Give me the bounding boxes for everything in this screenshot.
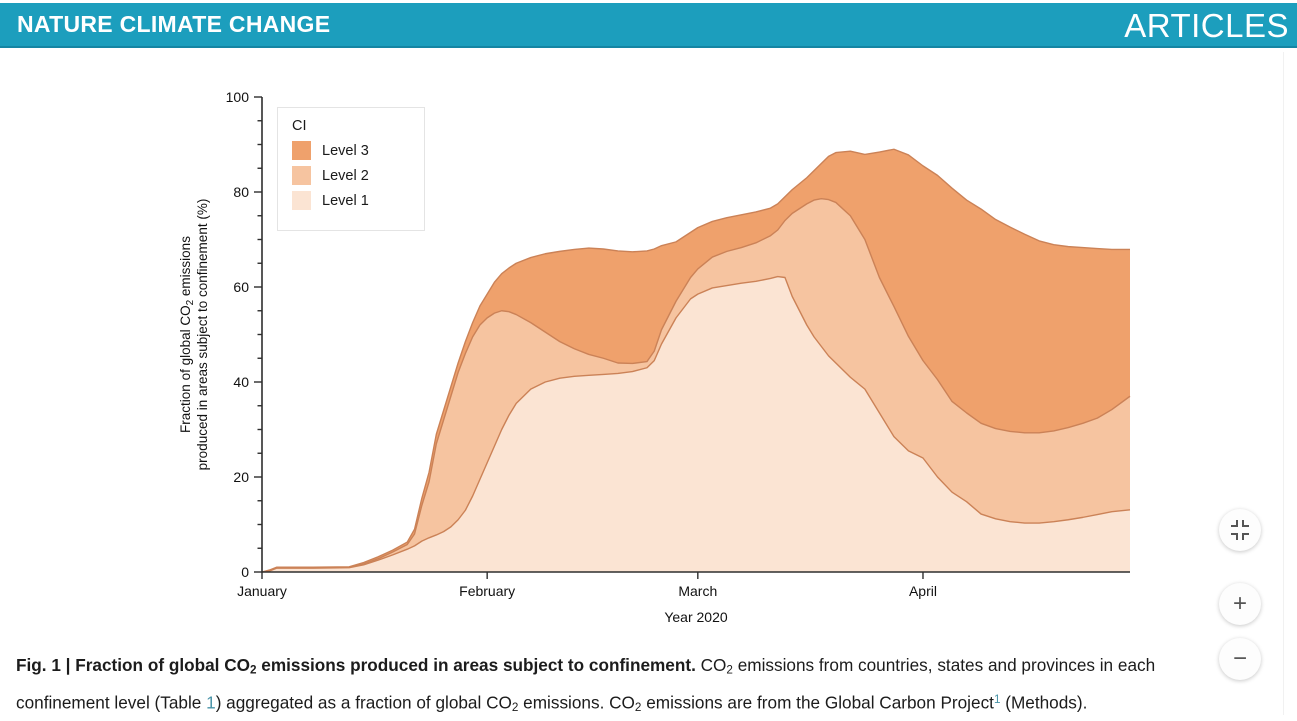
page-edge-divider: [1283, 52, 1284, 715]
minus-icon: −: [1232, 645, 1247, 672]
boundary-area-level-2: [261, 197, 1131, 573]
x-tick-label: January: [237, 583, 287, 599]
x-tick-label: February: [459, 583, 515, 599]
legend-label: Level 2: [322, 167, 369, 184]
zoom-out-button[interactable]: −: [1219, 638, 1261, 680]
boundary-area-level-1: [261, 275, 1131, 573]
legend-swatch: [292, 141, 311, 160]
legend-swatch: [292, 191, 311, 210]
legend-label: Level 3: [322, 142, 369, 159]
caption-text: 2: [726, 663, 733, 677]
y-tick-label: 100: [226, 89, 250, 105]
compress-icon: [1231, 520, 1249, 540]
caption-text: emissions produced in areas subject to c…: [256, 655, 696, 675]
caption-reference-link[interactable]: 1: [993, 692, 1001, 706]
legend-item-level-2: Level 2: [292, 166, 424, 185]
area-level-1: [262, 276, 1130, 572]
fit-to-screen-button[interactable]: [1219, 509, 1261, 551]
zoom-in-button[interactable]: +: [1219, 583, 1261, 625]
y-tick-label: 40: [233, 374, 249, 390]
legend-item-level-1: Level 1: [292, 191, 424, 210]
legend-title: CI: [292, 118, 307, 134]
plus-icon: +: [1232, 590, 1247, 617]
legend-item-level-3: Level 3: [292, 141, 424, 160]
boundary-area-level-3: [261, 148, 1130, 573]
y-tick-label: 80: [233, 184, 249, 200]
caption-text: confinement level (Table: [16, 691, 207, 712]
y-axis-title: Fraction of global CO2 emissions produced…: [178, 199, 210, 471]
x-axis-title: Year 2020: [664, 609, 728, 625]
y-tick-label: 60: [233, 279, 249, 295]
caption-text: 2: [249, 663, 257, 677]
y-tick-label: 20: [233, 469, 249, 485]
caption-text: emissions are from the Global Carbon Pro…: [641, 691, 994, 712]
y-tick-label: 0: [241, 564, 249, 580]
x-tick-label: March: [678, 583, 717, 599]
legend-items: Level 3 Level 2 Level 1: [292, 141, 424, 210]
caption-text: 2: [511, 700, 519, 714]
journal-title: NATURE CLIMATE CHANGE: [17, 11, 331, 37]
area-level-2: [262, 198, 1130, 572]
chart-legend: CI Level 3 Level 2 Level 1: [277, 107, 425, 231]
caption-text: 2: [634, 700, 642, 714]
caption-text: emissions. CO: [518, 691, 635, 712]
caption-reference-link[interactable]: 1: [206, 691, 216, 712]
legend-swatch: [292, 166, 311, 185]
journal-banner: NATURE CLIMATE CHANGE ARTICLES: [0, 3, 1297, 48]
legend-label: Level 1: [322, 192, 369, 209]
figure-caption: Fig. 1 | Fraction of global CO2 emission…: [16, 651, 1206, 721]
caption-text: Fig. 1 | Fraction of global CO: [16, 655, 250, 675]
caption-text: emissions from countries, states and pro…: [732, 655, 1156, 675]
area-level-3: [262, 149, 1130, 572]
x-tick-label: April: [909, 583, 937, 599]
caption-text: (Methods).: [1000, 691, 1088, 712]
figure-caption-line1: Fig. 1 | Fraction of global CO2 emission…: [16, 651, 1206, 685]
articles-label[interactable]: ARTICLES: [1124, 7, 1289, 44]
confinement-area-chart: 0 20 40 60 80 100 January February March April Yea…: [178, 89, 1131, 625]
caption-text: CO: [695, 655, 727, 675]
caption-text: ) aggregated as a fraction of global CO: [215, 691, 512, 712]
figure-caption-line2: confinement level (Table 1) aggregated a…: [16, 685, 1206, 721]
